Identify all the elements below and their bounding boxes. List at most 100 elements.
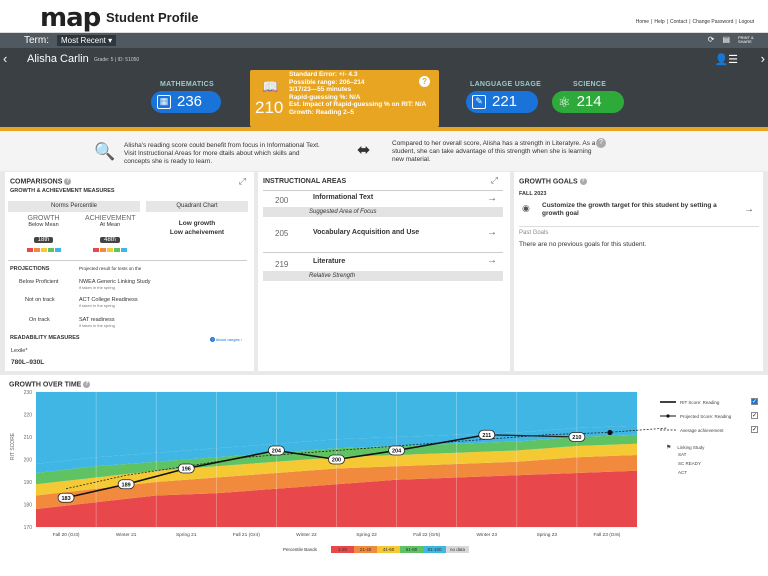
linking-study-item[interactable]: SAT: [678, 452, 687, 457]
help-icon[interactable]: ?: [83, 381, 91, 388]
prev-student-icon[interactable]: ‹: [3, 51, 8, 66]
y-tick-label: 210: [24, 435, 33, 441]
y-axis-label: RIT SCORE: [10, 432, 16, 460]
linking-study-label: Linking Study: [677, 445, 705, 450]
refresh-icon[interactable]: ⟳: [707, 35, 715, 44]
arrow-right-icon[interactable]: →: [487, 193, 497, 204]
math-score-pill[interactable]: ▦ 236: [151, 91, 221, 113]
legend-item[interactable]: Average achievement ✓: [660, 423, 760, 437]
instructional-area-row[interactable]: 205 Vocabulary Acquisition and Use →: [263, 224, 503, 248]
rit-point-marker: [117, 479, 135, 490]
band-swatch: 1-20: [331, 546, 355, 553]
lexile-label: Lexile*: [11, 348, 28, 354]
instructional-areas-panel: INSTRUCTIONAL AREAS ⤢ 200 Informational …: [258, 172, 510, 371]
projections-note: Projected result for tests on the: [79, 266, 142, 271]
checkbox-icon[interactable]: ✓: [751, 426, 758, 433]
rit-point-label: 204: [392, 449, 402, 455]
linking-study-item[interactable]: SC READY: [678, 461, 702, 466]
test-date-duration: 3/17/23—55 minutes: [289, 86, 352, 94]
next-student-icon[interactable]: ›: [760, 51, 765, 66]
student-grade-id: Grade: 5 | ID: 51050: [94, 57, 140, 63]
legend-item[interactable]: RIT Score: Reading ✓: [660, 395, 760, 409]
reading-score-card[interactable]: 📖 210 Standard Error: +/- 4.3 Possible r…: [250, 70, 439, 127]
math-label: MATHEMATICS: [160, 81, 214, 88]
math-score: 236: [177, 93, 203, 110]
growth-percentile: 18th: [33, 237, 54, 243]
divider: [263, 190, 503, 191]
growth-over-time-panel: GROWTH OVER TIME ? 170 180 190 200 210 220 230…: [0, 375, 768, 576]
arrow-right-icon[interactable]: →: [744, 204, 754, 215]
help-icon[interactable]: ?: [596, 138, 606, 148]
app-title: Student Profile: [106, 10, 199, 25]
x-tick-label: Fall 23 (Gr6): [593, 532, 620, 538]
y-tick-label: 170: [24, 525, 33, 531]
instructional-areas-title: INSTRUCTIONAL AREAS: [263, 178, 347, 185]
area-score: 219: [275, 260, 289, 269]
rit-point-label: 211: [482, 433, 491, 439]
home-link[interactable]: Home: [635, 19, 650, 25]
legend-label: RIT Score: Reading: [680, 399, 720, 405]
achievement-measure: ACHIEVEMENT At Mean 48th: [85, 215, 136, 252]
projection-status: Not on track: [25, 297, 55, 303]
language-score-pill[interactable]: ✎ 221: [466, 91, 538, 113]
contact-link[interactable]: Contact: [669, 19, 688, 25]
linking-study-item[interactable]: ACT: [678, 470, 687, 475]
chart-title: GROWTH OVER TIME ?: [9, 381, 91, 389]
atom-icon: ⚛: [558, 94, 571, 110]
area-score: 200: [275, 196, 289, 205]
instructional-area-row[interactable]: 200 Informational Text → Suggested Area …: [263, 192, 503, 220]
projections-title: PROJECTIONS: [10, 266, 50, 272]
strength-insight: Compared to her overall score, Alisha ha…: [392, 140, 596, 163]
x-tick-label: Fall 20 (Gr3): [53, 532, 80, 538]
comparisons-title: COMPARISONS ?: [10, 178, 72, 186]
help-icon[interactable]: ?: [419, 76, 430, 87]
projection-test: SAT readiness if taken in the spring: [79, 317, 115, 328]
growth-color-scale: [21, 248, 66, 252]
help-icon[interactable]: ?: [579, 178, 587, 185]
divider: [8, 260, 247, 261]
area-note: Relative Strength: [263, 271, 503, 281]
arrow-right-icon[interactable]: →: [487, 227, 497, 238]
science-label: SCIENCE: [573, 81, 607, 88]
checkbox-icon[interactable]: ✓: [751, 398, 758, 405]
rit-point-label: 189: [122, 482, 131, 488]
achievement-percentile: 48th: [100, 237, 120, 243]
tab-quadrant-chart[interactable]: Quadrant Chart: [146, 201, 248, 212]
area-score: 205: [275, 229, 289, 238]
insight-strip: 🔍 Alisha's reading score could benefit f…: [0, 131, 768, 171]
expand-icon[interactable]: ⤢: [490, 175, 498, 185]
lexile-value: 780L–930L: [11, 359, 45, 366]
term-actions: ⟳ ▤ PRINT & SHARE: [708, 35, 756, 44]
rit-point-label: 196: [182, 467, 191, 473]
term-select[interactable]: Most Recent ▾: [57, 35, 117, 46]
map-logo[interactable]: map: [40, 3, 101, 33]
help-icon[interactable]: ?: [64, 178, 72, 185]
print-icon[interactable]: ▤: [722, 35, 730, 44]
help-link[interactable]: Help: [654, 19, 665, 25]
projected-point-marker: [568, 432, 586, 442]
x-tick-label: Fall 22 (Gr5): [413, 532, 440, 538]
about-ranges-link[interactable]: ? About ranges ›: [210, 337, 243, 343]
projection-test: NWEA Generic Linking Study if taken in th…: [79, 279, 151, 290]
comparisons-panel: COMPARISONS ? ⤢ GROWTH & ACHIEVEMENT MEA…: [5, 172, 254, 371]
area-note: Suggested Area of Focus: [263, 207, 503, 217]
legend-item[interactable]: Projected Score: Reading ✓: [660, 409, 760, 423]
divider: [263, 252, 503, 253]
student-menu-icon[interactable]: 👤☰: [714, 54, 738, 66]
set-goal-link[interactable]: Customize the growth target for this stu…: [542, 202, 717, 217]
expand-icon[interactable]: ⤢: [238, 176, 246, 186]
percentile-band-41-60: [36, 443, 637, 496]
goal-term: FALL 2023: [519, 191, 547, 197]
change-password-link[interactable]: Change Password: [692, 19, 734, 25]
logout-link[interactable]: Logout: [738, 19, 754, 25]
arrow-right-icon[interactable]: →: [487, 255, 497, 266]
chart-legend: RIT Score: Reading ✓ Projected Score: Read…: [660, 395, 760, 479]
science-score-pill[interactable]: ⚛ 214: [552, 91, 624, 113]
rit-point-label: 200: [332, 458, 341, 464]
instructional-area-row[interactable]: 219 Literature → Relative Strength: [263, 254, 503, 284]
growth-achievement-subtitle: GROWTH & ACHIEVEMENT MEASURES: [10, 188, 115, 194]
checkbox-icon[interactable]: ✓: [751, 412, 758, 419]
tab-norms-percentile[interactable]: Norms Percentile: [8, 201, 140, 212]
y-tick-label: 230: [24, 390, 33, 396]
print-share-label[interactable]: PRINT & SHARE: [738, 34, 754, 44]
